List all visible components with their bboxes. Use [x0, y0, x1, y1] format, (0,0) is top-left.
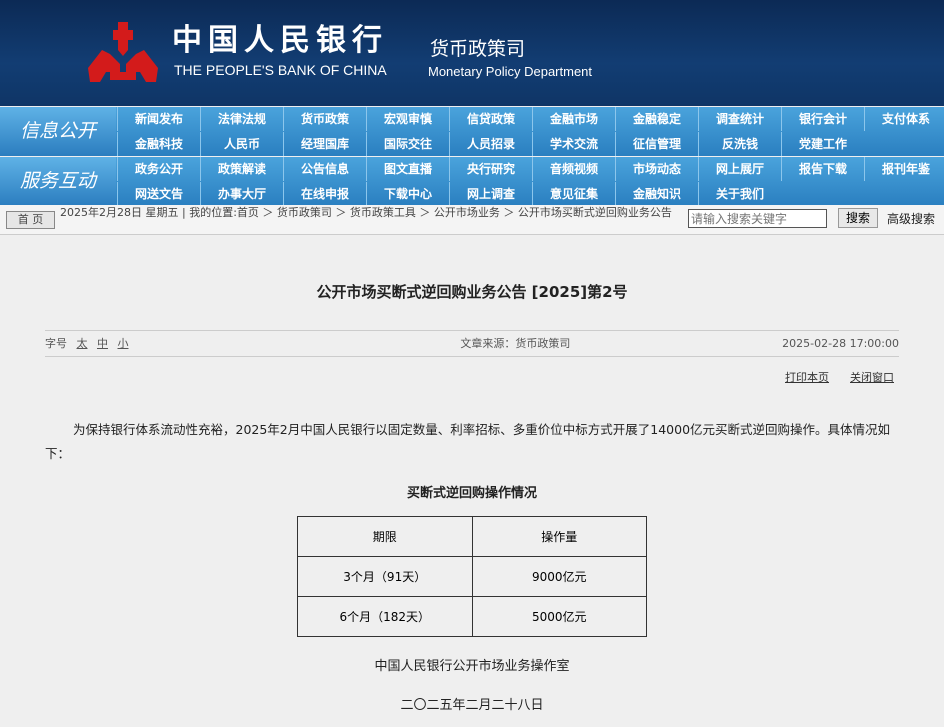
- header-term: 期限: [297, 516, 473, 557]
- nav-item[interactable]: 金融稳定: [615, 107, 698, 131]
- nav-item[interactable]: 法律法规: [200, 107, 283, 131]
- font-small[interactable]: 小: [117, 337, 129, 350]
- nav-item[interactable]: 新闻发布: [117, 107, 200, 131]
- article-paragraph: 为保持银行体系流动性充裕，2025年2月中国人民银行以固定数量、利率招标、多重价…: [45, 422, 891, 461]
- nav-item[interactable]: 市场动态: [615, 157, 698, 181]
- nav-item[interactable]: 政策解读: [200, 157, 283, 181]
- nav-item[interactable]: 金融知识: [615, 182, 698, 206]
- nav-item[interactable]: 下载中心: [366, 182, 449, 206]
- nav-item[interactable]: 党建工作: [781, 132, 864, 156]
- nav-item[interactable]: 金融市场: [532, 107, 615, 131]
- pboc-logo-icon: [88, 22, 158, 82]
- nav-item[interactable]: 人民币: [200, 132, 283, 156]
- nav-item[interactable]: 网上展厅: [698, 157, 781, 181]
- search-input[interactable]: [688, 209, 827, 228]
- nav-item[interactable]: 报告下载: [781, 157, 864, 181]
- nav-item[interactable]: 金融科技: [117, 132, 200, 156]
- breadcrumb-bar: 首 页 2025年2月28日 星期五 | 我的位置:首页 ＞ 货币政策司 ＞ 货…: [0, 205, 944, 235]
- nav-item[interactable]: 宏观审慎: [366, 107, 449, 131]
- site-header: 中国人民银行 THE PEOPLE'S BANK OF CHINA 货币政策司 …: [0, 0, 944, 106]
- page-title: 公开市场买断式逆回购业务公告 [2025]第2号: [316, 283, 628, 301]
- divider: [45, 356, 899, 357]
- nav-item[interactable]: 网送文告: [117, 182, 200, 206]
- operations-table: 期限 操作量 3个月（91天） 9000亿元 6个月（182天） 5000亿元: [297, 516, 647, 637]
- nav-info-label: 信息公开: [0, 107, 116, 156]
- nav-item[interactable]: 报刊年鉴: [864, 157, 944, 181]
- article-source: 文章来源：货币政策司: [460, 337, 571, 350]
- nav-item[interactable]: 央行研究: [449, 157, 532, 181]
- cell-volume: 9000亿元: [471, 556, 647, 597]
- home-button[interactable]: 首 页: [6, 211, 55, 229]
- search-button[interactable]: 搜索: [838, 208, 878, 228]
- table-row: 3个月（91天） 9000亿元: [297, 556, 647, 597]
- nav-item[interactable]: 在线申报: [283, 182, 366, 206]
- table-header-row: 期限 操作量: [297, 516, 647, 557]
- nav-item[interactable]: 征信管理: [615, 132, 698, 156]
- cell-term: 6个月（182天）: [297, 596, 473, 637]
- nav-item[interactable]: 意见征集: [532, 182, 615, 206]
- font-medium[interactable]: 中: [97, 337, 108, 350]
- nav-item[interactable]: 反洗钱: [698, 132, 781, 156]
- print-link[interactable]: 打印本页: [785, 371, 829, 384]
- article-datetime: 2025-02-28 17:00:00: [782, 337, 899, 350]
- dept-en: Monetary Policy Department: [428, 64, 593, 79]
- nav-item[interactable]: 网上调查: [449, 182, 532, 206]
- cell-volume: 5000亿元: [471, 596, 647, 637]
- font-large[interactable]: 太: [76, 337, 88, 350]
- nav-item[interactable]: 货币政策: [283, 107, 366, 131]
- nav-service: 服务互动 政务公开 政策解读 公告信息 图文直播 央行研究 音频视频 市场动态 网上展厅 报告下…: [0, 157, 944, 206]
- nav-item[interactable]: 国际交往: [366, 132, 449, 156]
- nav-item[interactable]: 图文直播: [366, 157, 449, 181]
- font-size-label: 字号: [45, 337, 67, 350]
- dept-cn: 货币政策司: [430, 38, 526, 60]
- nav-item[interactable]: 学术交流: [532, 132, 615, 156]
- cell-term: 3个月（91天）: [297, 556, 473, 597]
- article-meta: 字号 太 中 小 文章来源：货币政策司 2025-02-28 17:00:00: [45, 336, 899, 351]
- nav-item[interactable]: 经理国库: [283, 132, 366, 156]
- table-row: 6个月（182天） 5000亿元: [297, 596, 647, 637]
- logo-cn: 中国人民银行: [172, 23, 388, 58]
- nav-item[interactable]: 政务公开: [117, 157, 200, 181]
- signature: 中国人民银行公开市场业务操作室: [374, 659, 570, 674]
- header-volume: 操作量: [471, 516, 647, 557]
- nav-service-label: 服务互动: [0, 157, 116, 206]
- breadcrumb: 2025年2月28日 星期五 | 我的位置:首页 ＞ 货币政策司 ＞ 货币政策工…: [60, 206, 672, 219]
- nav-item[interactable]: 人员招录: [449, 132, 532, 156]
- nav-item[interactable]: 银行会计: [781, 107, 864, 131]
- nav-item[interactable]: 办事大厅: [200, 182, 283, 206]
- nav-info: 信息公开 新闻发布 法律法规 货币政策 宏观审慎 信贷政策 金融市场 金融稳定 调查统计 银行会…: [0, 107, 944, 156]
- signature-date: 二〇二五年二月二十八日: [400, 698, 544, 713]
- nav-item[interactable]: 音频视频: [532, 157, 615, 181]
- nav-item[interactable]: 信贷政策: [449, 107, 532, 131]
- advanced-search-link[interactable]: 高级搜索: [887, 212, 936, 226]
- table-title: 买断式逆回购操作情况: [406, 486, 537, 501]
- nav-item[interactable]: 关于我们: [698, 182, 781, 206]
- breadcrumb-path[interactable]: 我的位置:首页 ＞ 货币政策司 ＞ 货币政策工具 ＞ 公开市场业务 ＞ 公开市场…: [189, 206, 672, 219]
- nav-item[interactable]: 调查统计: [698, 107, 781, 131]
- close-window-link[interactable]: 关闭窗口: [850, 371, 894, 384]
- logo-en: THE PEOPLE'S BANK OF CHINA: [174, 62, 387, 78]
- divider: [45, 330, 899, 331]
- nav-item[interactable]: 支付体系: [864, 107, 944, 131]
- current-date: 2025年2月28日 星期五: [60, 206, 179, 219]
- nav-item[interactable]: 公告信息: [283, 157, 366, 181]
